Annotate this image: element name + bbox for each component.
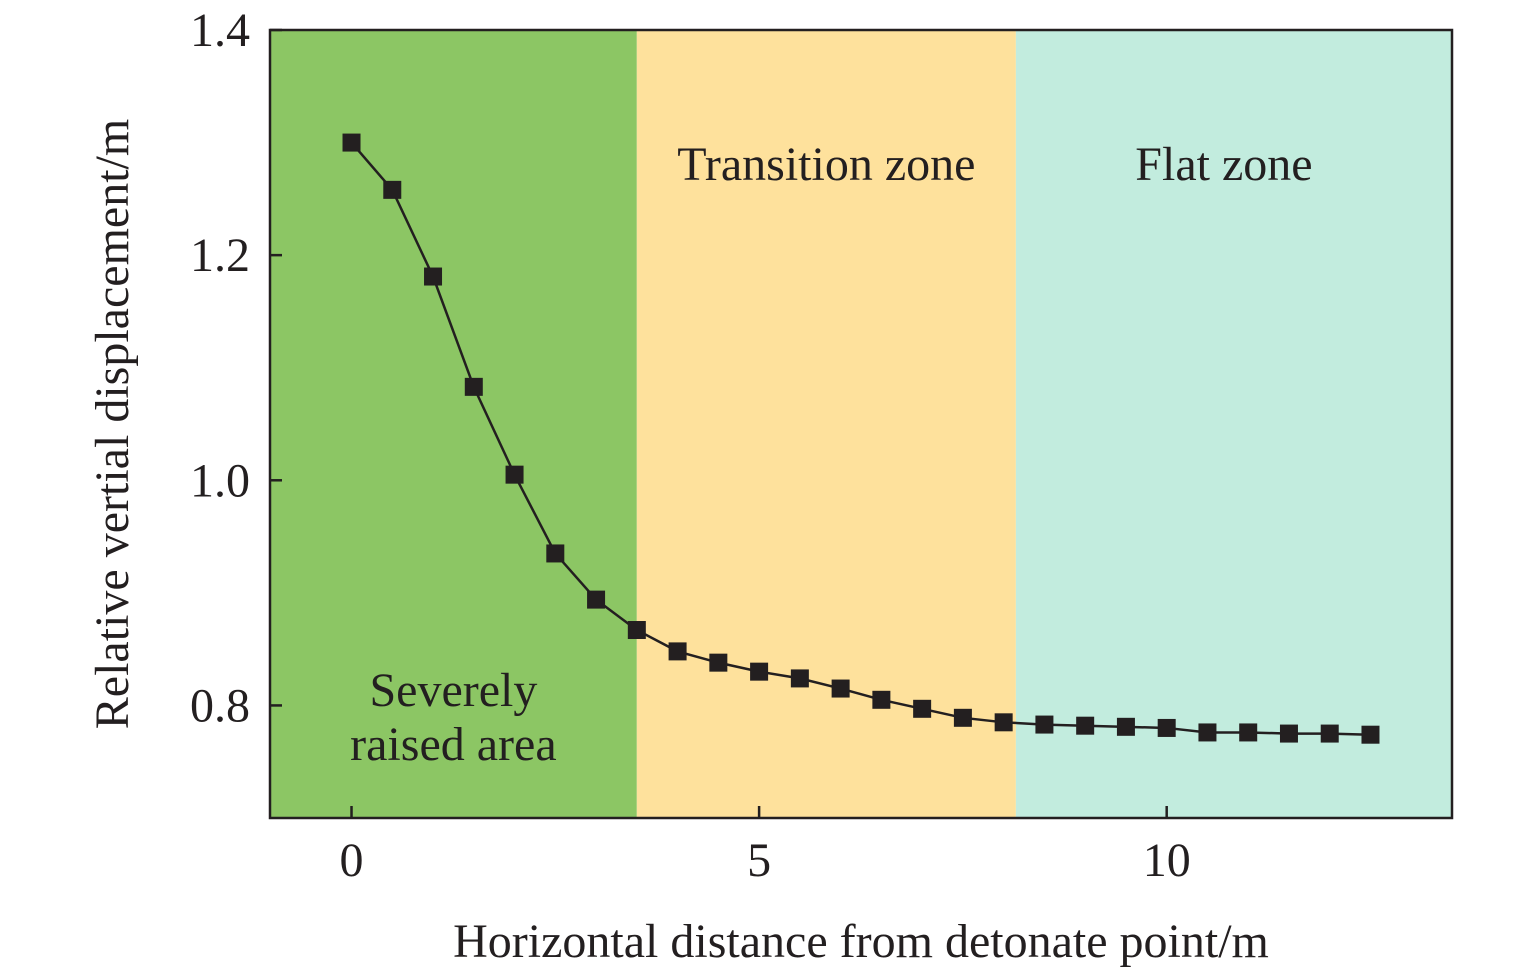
plot-frame bbox=[268, 28, 1454, 820]
x-tick-label: 5 bbox=[747, 834, 771, 887]
data-point bbox=[546, 544, 565, 563]
data-point bbox=[1320, 724, 1339, 743]
zone-2-band bbox=[1015, 30, 1452, 818]
data-point bbox=[913, 699, 932, 718]
y-tick-label: 0.8 bbox=[190, 679, 250, 732]
x-tick-label: 0 bbox=[340, 834, 364, 887]
data-point bbox=[668, 642, 687, 661]
x-axis-label: Horizontal distance from detonate point/… bbox=[453, 915, 1269, 968]
x-tick-label: 10 bbox=[1143, 834, 1191, 887]
data-series bbox=[342, 133, 1380, 744]
y-axis-label: Relative vertial displacement/m bbox=[86, 119, 139, 729]
y-tick-label: 1.0 bbox=[190, 454, 250, 507]
data-point bbox=[587, 590, 606, 609]
zone-1-band bbox=[636, 30, 1016, 818]
data-point bbox=[1279, 724, 1298, 743]
zone-0-label-line-0: Severely bbox=[369, 664, 537, 717]
data-point bbox=[627, 621, 646, 640]
data-point bbox=[1035, 715, 1054, 734]
zone-backgrounds bbox=[270, 30, 1452, 818]
data-point bbox=[505, 465, 524, 484]
data-point bbox=[1198, 723, 1217, 742]
data-point bbox=[709, 653, 728, 672]
zone-1-label-line-0: Transition zone bbox=[677, 138, 975, 191]
zone-2-label-line-0: Flat zone bbox=[1135, 138, 1312, 191]
data-point bbox=[1116, 717, 1135, 736]
y-tick-label: 1.2 bbox=[190, 229, 250, 282]
zone-0-band bbox=[270, 30, 637, 818]
data-point bbox=[424, 267, 443, 286]
data-point bbox=[994, 713, 1013, 732]
zone-0-label-line-1: raised area bbox=[350, 718, 557, 771]
data-point bbox=[831, 679, 850, 698]
y-tick-label: 1.4 bbox=[190, 4, 250, 57]
data-point bbox=[872, 690, 891, 709]
data-point bbox=[383, 180, 402, 199]
data-point bbox=[1361, 725, 1380, 744]
axes bbox=[268, 28, 1454, 820]
data-point bbox=[1076, 716, 1095, 735]
data-point bbox=[953, 708, 972, 727]
data-point bbox=[790, 669, 809, 688]
data-point bbox=[342, 133, 361, 152]
data-point bbox=[1157, 718, 1176, 737]
data-point bbox=[464, 377, 483, 396]
ticks: 0 5 10 0.8 1.0 1.2 1.4 bbox=[190, 4, 1191, 887]
data-point bbox=[750, 662, 769, 681]
data-point bbox=[1239, 723, 1258, 742]
